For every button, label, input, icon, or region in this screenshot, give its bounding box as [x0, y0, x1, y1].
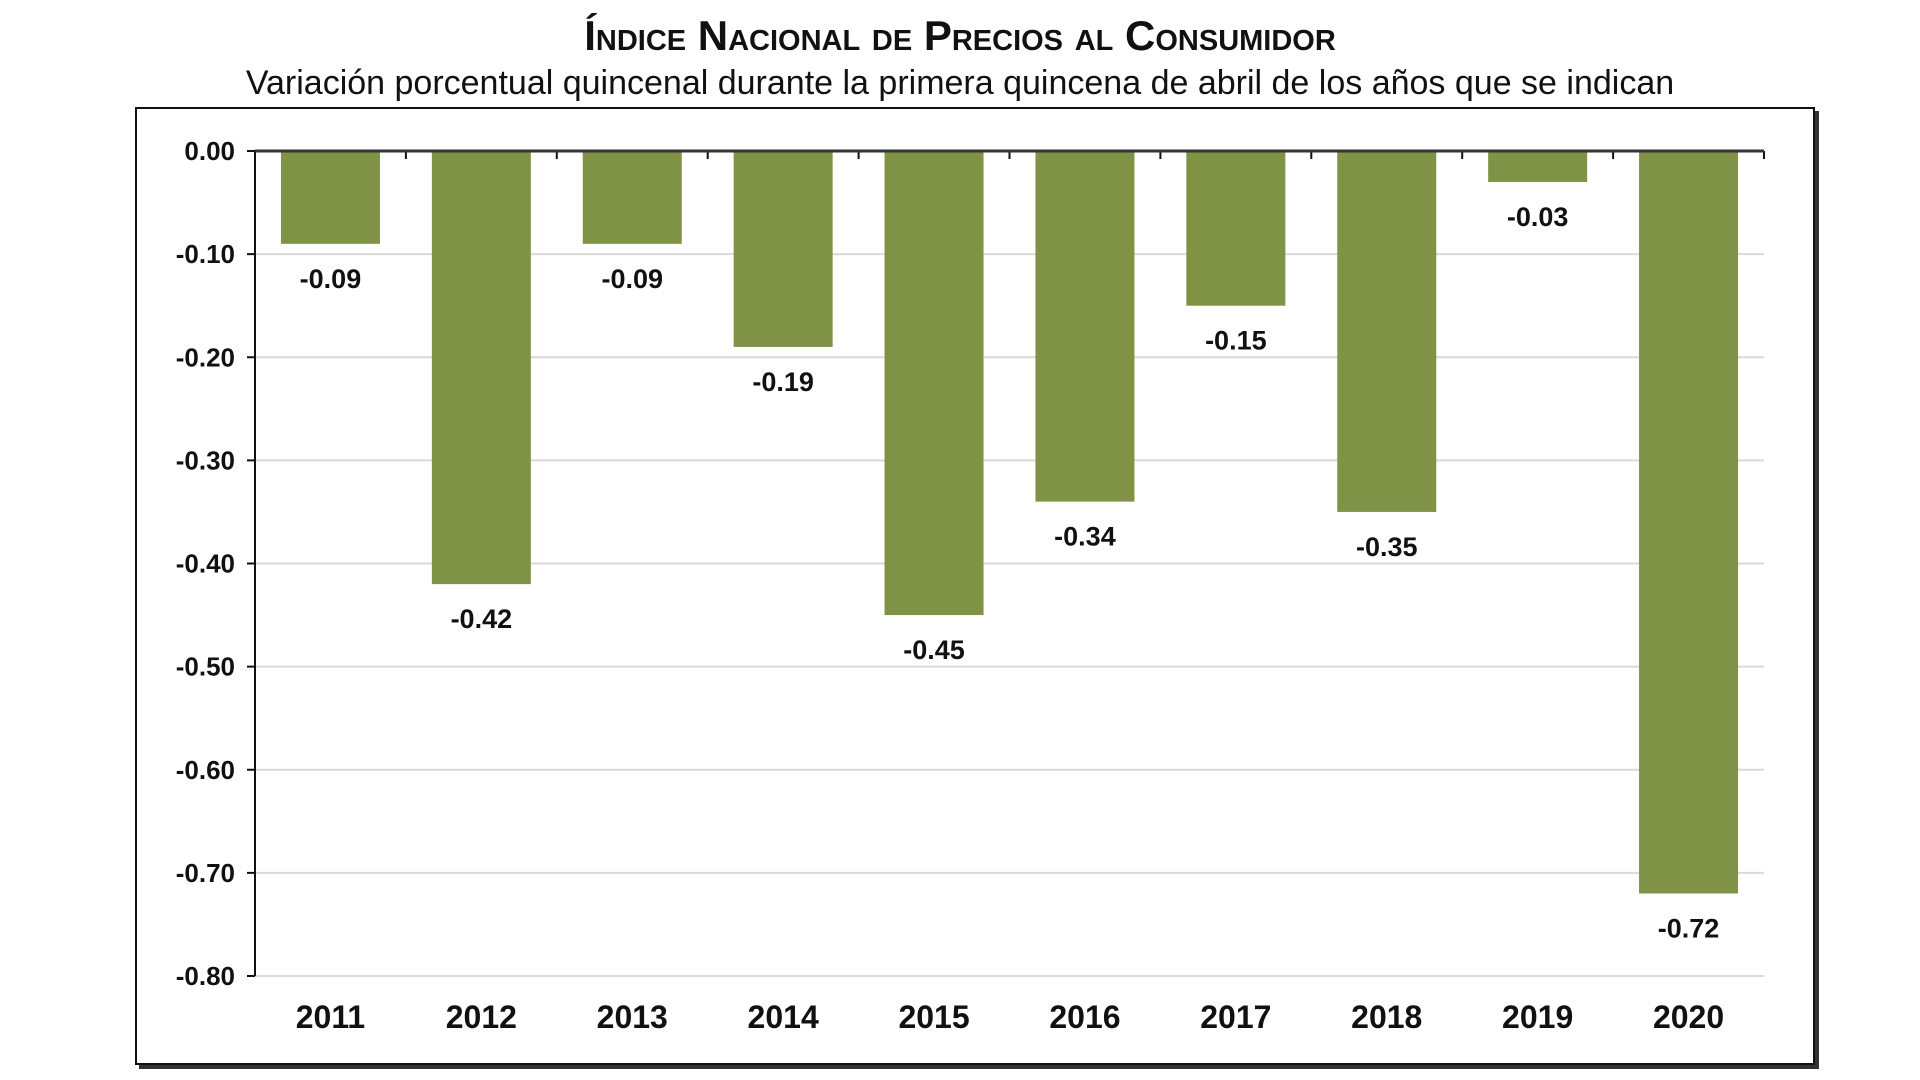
data-label: -0.09 — [601, 264, 663, 294]
x-tick-label: 2014 — [748, 999, 819, 1035]
bar-2013 — [582, 151, 682, 244]
y-tick-label: -0.40 — [176, 549, 235, 579]
x-tick-label: 2019 — [1502, 999, 1573, 1035]
x-tick-label: 2020 — [1653, 999, 1724, 1035]
bar-2017 — [1186, 151, 1286, 306]
bar-2020 — [1639, 151, 1739, 894]
bar-2019 — [1488, 151, 1588, 182]
data-label: -0.72 — [1658, 914, 1720, 944]
y-tick-label: -0.70 — [176, 858, 235, 888]
y-tick-label: -0.60 — [176, 755, 235, 785]
y-tick-label: 0.00 — [184, 136, 235, 166]
x-tick-label: 2013 — [597, 999, 668, 1035]
y-tick-label: -0.80 — [176, 961, 235, 991]
data-label: -0.03 — [1507, 202, 1569, 232]
chart-subtitle: Variación porcentual quincenal durante l… — [245, 64, 1675, 102]
y-tick-label: -0.10 — [176, 239, 235, 269]
data-label: -0.42 — [451, 604, 513, 634]
y-tick-label: -0.50 — [176, 652, 235, 682]
bar-2011 — [280, 151, 380, 244]
bar-2012 — [431, 151, 531, 585]
data-label: -0.45 — [903, 635, 965, 665]
x-tick-label: 2011 — [296, 999, 365, 1035]
bar-2016 — [1035, 151, 1135, 502]
bar-2018 — [1337, 151, 1437, 512]
bar-2015 — [884, 151, 984, 616]
y-tick-label: -0.30 — [176, 445, 235, 475]
data-label: -0.19 — [752, 367, 814, 397]
y-tick-label: -0.20 — [176, 342, 235, 372]
data-label: -0.35 — [1356, 532, 1418, 562]
x-tick-label: 2018 — [1351, 999, 1422, 1035]
x-tick-label: 2017 — [1200, 999, 1271, 1035]
x-tick-label: 2016 — [1049, 999, 1120, 1035]
x-tick-label: 2015 — [898, 999, 969, 1035]
x-tick-label: 2012 — [446, 999, 517, 1035]
bar-2014 — [733, 151, 833, 347]
data-label: -0.09 — [300, 264, 362, 294]
chart-title: Índice Nacional de Precios al Consumidor — [584, 12, 1336, 59]
data-label: -0.34 — [1054, 522, 1116, 552]
data-label: -0.15 — [1205, 326, 1267, 356]
